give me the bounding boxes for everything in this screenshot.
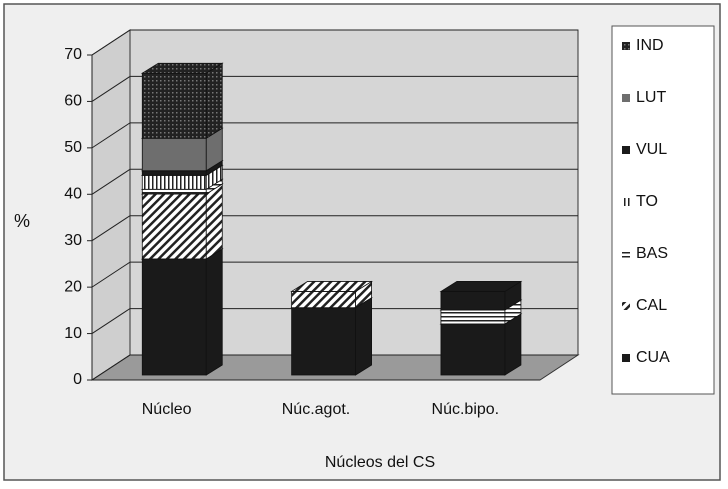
bar-front — [440, 309, 506, 325]
bar-side — [504, 313, 522, 376]
bar-front — [291, 307, 357, 376]
x-tick-label: Núc.bipo. — [432, 401, 500, 418]
legend-label: CUA — [636, 349, 670, 366]
bar-front — [141, 137, 207, 172]
y-tick-label: 10 — [64, 325, 82, 342]
x-axis-label: Núcleos del CS — [325, 454, 435, 471]
grid-line — [91, 168, 131, 195]
bar-top — [439, 281, 523, 292]
bar-segment — [140, 183, 224, 260]
y-tick-label: 60 — [64, 93, 82, 110]
bar-segment — [439, 280, 523, 311]
y-tick-label: 50 — [64, 139, 82, 156]
grid-line — [91, 261, 131, 288]
bar-front — [141, 72, 207, 139]
legend-swatch — [622, 302, 630, 310]
legend-box — [611, 25, 715, 395]
bar-front — [141, 170, 207, 176]
x-tick-label: Núc.agot. — [282, 401, 350, 418]
bar-segment — [140, 62, 224, 139]
bar-side — [205, 248, 223, 376]
bar-front — [440, 291, 506, 311]
bar-front — [141, 258, 207, 376]
grid-line — [91, 354, 131, 381]
legend-swatch — [622, 354, 630, 362]
bar-front — [440, 323, 506, 376]
legend-label: CAL — [636, 297, 667, 314]
grid-line — [91, 29, 131, 56]
grid-line — [91, 215, 131, 242]
legend-swatch — [622, 42, 630, 50]
legend-swatch — [622, 94, 630, 102]
bar-segment — [140, 248, 224, 376]
y-tick-label: 40 — [64, 186, 82, 203]
y-tick-label: 20 — [64, 278, 82, 295]
y-tick-label: 30 — [64, 232, 82, 249]
y-tick-label: 70 — [64, 46, 82, 63]
bar-front — [141, 188, 207, 195]
legend-swatch — [622, 146, 630, 154]
bar-side — [205, 183, 223, 260]
side-wall — [91, 29, 131, 381]
legend-label: VUL — [636, 141, 667, 158]
bar-front — [291, 291, 357, 309]
grid-line — [91, 308, 131, 334]
legend-swatch — [622, 198, 630, 206]
y-axis-label: % — [14, 211, 30, 231]
grid-line — [91, 76, 131, 102]
bar-top — [140, 62, 224, 74]
bar-side — [355, 296, 373, 376]
legend-label: LUT — [636, 89, 666, 106]
legend-label: BAS — [636, 245, 668, 262]
bar-side — [205, 62, 223, 139]
legend-label: IND — [636, 37, 664, 54]
legend-swatch — [622, 250, 630, 258]
legend-label: TO — [636, 193, 658, 210]
y-tick-label: 0 — [73, 371, 82, 388]
bar-top — [290, 281, 373, 292]
grid-line — [91, 122, 131, 149]
bar-front — [141, 193, 207, 260]
bar-segment — [290, 280, 373, 309]
x-tick-label: Núcleo — [142, 401, 192, 418]
bar-segment — [290, 296, 373, 376]
bar-front — [141, 174, 207, 190]
